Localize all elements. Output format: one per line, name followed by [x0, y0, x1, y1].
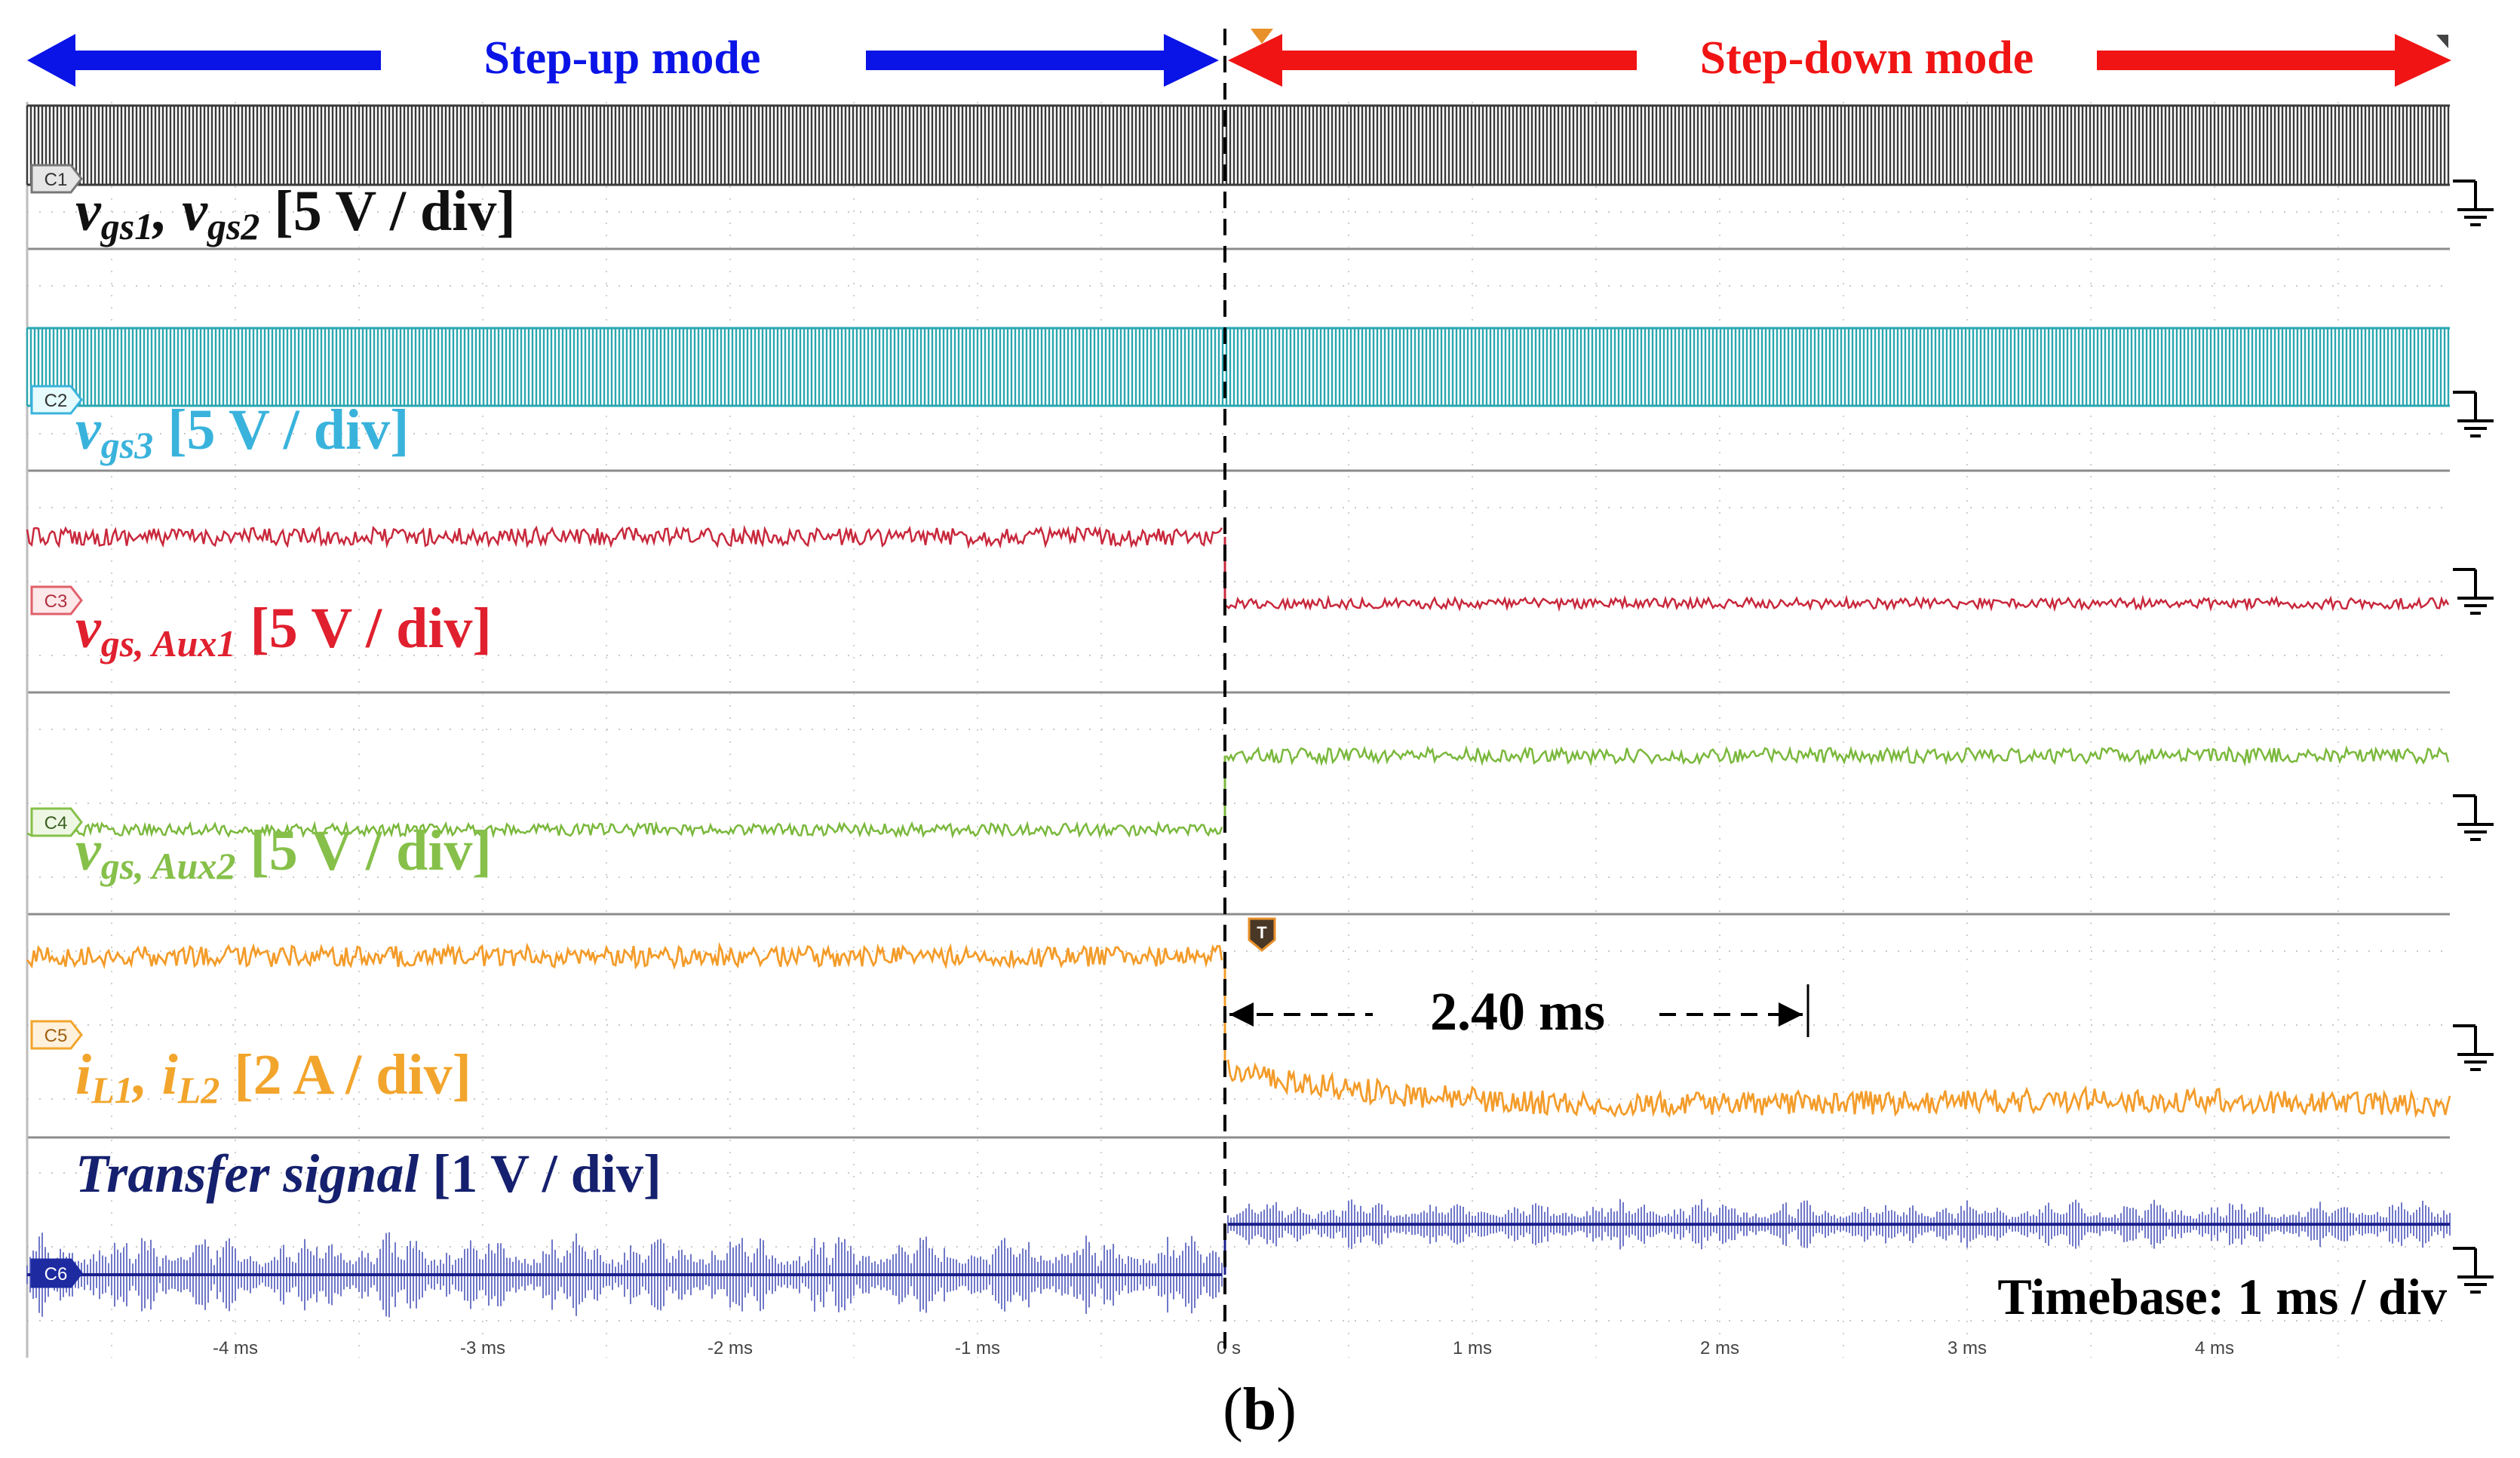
label-c3: vgs, Aux1 [5 V / div]	[75, 597, 492, 665]
ground-icon	[2453, 568, 2494, 615]
label-c4: vgs, Aux2 [5 V / div]	[75, 819, 492, 887]
channel-labels: vgs1, vgs2 [5 V / div] vgs3 [5 V / div] …	[75, 180, 661, 1204]
step-up-label: Step-up mode	[484, 32, 761, 84]
channel-tag-c1: C1	[30, 164, 83, 194]
x-tick-labels: -4 ms -3 ms -2 ms -1 ms 0 s 1 ms 2 ms 3 ms 4 ms	[213, 1338, 2234, 1358]
label-c5: iL1, iL2 [2 A / div]	[75, 1043, 471, 1111]
channel-tag-c3: C3	[30, 585, 83, 615]
trigger-marker: T	[1248, 917, 1276, 952]
channel-tag-c2: C2	[30, 385, 83, 415]
channel-tag-label: C5	[45, 1026, 68, 1046]
channel-tag-c6: C6	[30, 1258, 83, 1288]
mode-arrows: Step-up mode Step-down mode	[27, 29, 2451, 87]
transition-time-label: 2.40 ms	[1430, 981, 1605, 1042]
ground-icon	[2453, 180, 2494, 226]
waveforms	[26, 104, 2451, 1318]
x-tick-label: -1 ms	[955, 1338, 1000, 1358]
transition-time-annotation: 2.40 ms	[1229, 981, 1809, 1042]
trace-c5-before	[26, 941, 1223, 970]
channel-tag-label: C4	[45, 813, 68, 833]
trace-c4-before	[26, 820, 1223, 840]
x-tick-label: 1 ms	[1453, 1338, 1492, 1358]
x-tick-label: 0 s	[1217, 1338, 1241, 1358]
ground-icon	[2453, 794, 2494, 841]
label-c6: Transfer signal [1 V / div]	[75, 1143, 661, 1204]
step-up-arrow	[27, 34, 1219, 87]
channel-tag-c4: C4	[30, 807, 83, 837]
x-tick-label: 3 ms	[1948, 1338, 1987, 1358]
trace-c1	[26, 104, 2450, 186]
channel-tag-label: C3	[45, 591, 68, 612]
step-down-arrow	[1228, 34, 2451, 87]
trigger-marker-label: T	[1257, 923, 1267, 942]
timebase-label: Timebase: 1 ms / div	[1997, 1268, 2447, 1325]
x-tick-label: 2 ms	[1700, 1338, 1739, 1358]
x-tick-label: -4 ms	[213, 1338, 258, 1358]
channel-tag-label: C2	[45, 391, 68, 411]
ground-icon	[2453, 1024, 2494, 1071]
trigger-position-marker	[1251, 29, 1273, 44]
x-tick-label: -3 ms	[460, 1338, 505, 1358]
label-c1: vgs1, vgs2 [5 V / div]	[75, 180, 516, 247]
channel-tag-label: C1	[45, 170, 68, 190]
trace-c3-before	[26, 524, 1223, 550]
channel-markers: C1 C2 C3 C4 C5 C6	[30, 164, 2494, 1294]
x-tick-label: 4 ms	[2195, 1338, 2234, 1358]
trace-c3-after	[1226, 594, 2450, 612]
record-end-marker	[2436, 35, 2448, 48]
x-tick-label: -2 ms	[708, 1338, 753, 1358]
label-c2: vgs3 [5 V / div]	[75, 398, 409, 466]
trace-c2-pulses	[26, 328, 2450, 406]
trace-c5-after	[1226, 1059, 2451, 1119]
trace-c1-pulses	[26, 106, 2450, 185]
step-down-label: Step-down mode	[1700, 32, 2034, 84]
trace-c2	[26, 327, 2450, 407]
trace-c4-after	[1225, 744, 2450, 767]
ground-icon	[2453, 1247, 2494, 1294]
channel-tag-c5: C5	[30, 1020, 83, 1050]
ground-icon	[2453, 391, 2494, 437]
grid	[26, 102, 2450, 1358]
channel-tag-label: C6	[45, 1264, 68, 1285]
panel-label: (b)	[1223, 1377, 1297, 1443]
